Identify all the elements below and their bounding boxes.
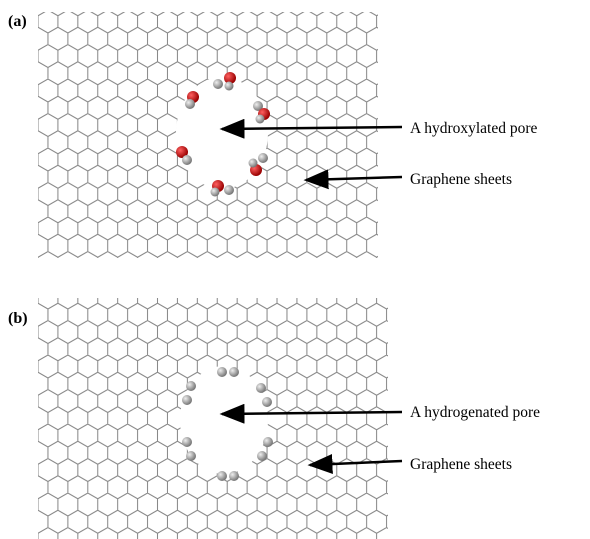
panel-label: (a) [8, 13, 27, 30]
panel-b: (b) A hydrogenated pore Graphene sheets [8, 298, 540, 539]
graphene-sheet [38, 12, 378, 258]
graphene-sheet [38, 298, 388, 539]
figure: (a) A hydroxylated pore Graphene sheets … [0, 0, 590, 539]
annotation: A hydrogenated pore [410, 404, 540, 421]
annotation: A hydroxylated pore [410, 120, 538, 137]
panel-label: (b) [8, 310, 28, 327]
annotation: Graphene sheets [410, 171, 512, 188]
annotation: Graphene sheets [410, 456, 512, 473]
panel-a: (a) A hydroxylated pore Graphene sheets [8, 12, 538, 258]
